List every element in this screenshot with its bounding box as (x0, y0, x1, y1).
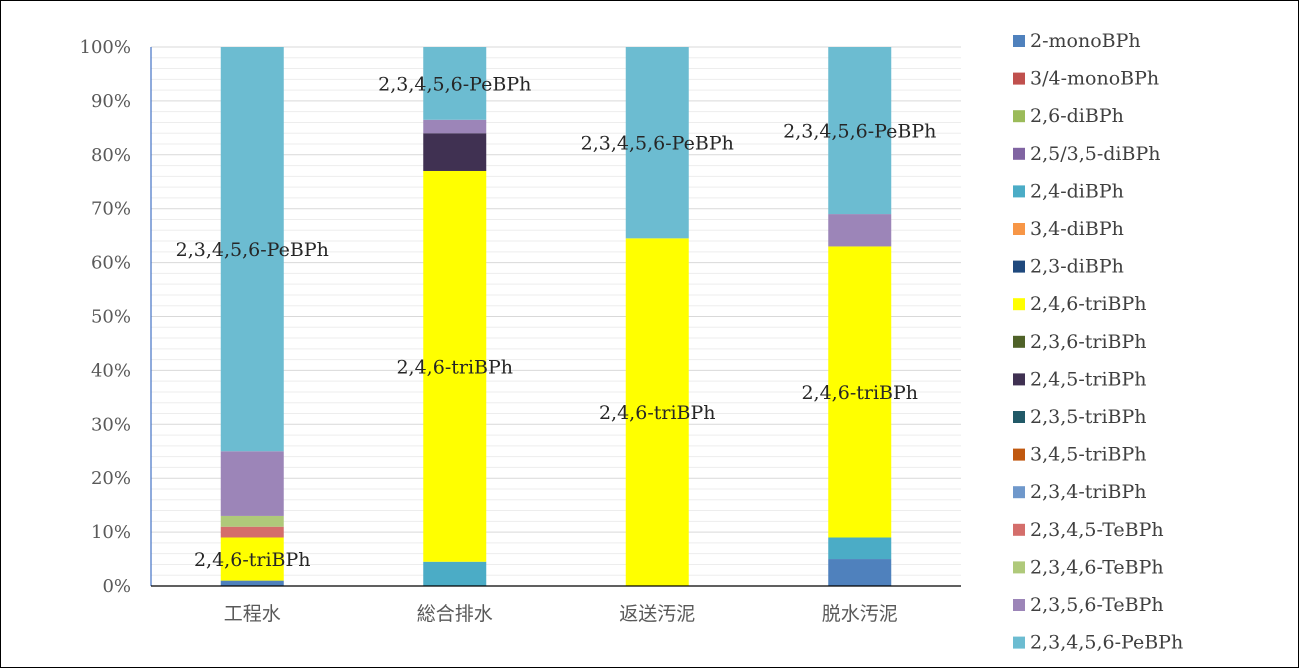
legend-label: 2,5/3,5-diBPh (1030, 143, 1160, 165)
y-tick-label: 60% (91, 253, 131, 274)
y-tick-label: 50% (91, 307, 131, 328)
y-tick-label: 100% (80, 37, 131, 58)
x-category-label: 工程水 (224, 603, 281, 625)
data-label: 2,3,4,5,6-PeBPh (783, 121, 936, 143)
legend-swatch (1013, 486, 1025, 499)
legend-swatch (1013, 561, 1025, 574)
legend-label: 2,3,6-triBPh (1030, 331, 1147, 353)
legend-swatch (1013, 411, 1025, 423)
data-label: 2,4,6-triBPh (194, 549, 311, 571)
x-category-label: 脱水汚泥 (822, 603, 898, 625)
legend-label: 2,6-diBPh (1030, 105, 1124, 127)
legend-swatch (1013, 298, 1025, 311)
y-tick-label: 0% (102, 576, 131, 597)
legend-swatch (1013, 35, 1025, 47)
data-label: 2,3,4,5,6-PeBPh (176, 239, 329, 261)
bar-segment (828, 246, 892, 538)
legend-swatch (1013, 72, 1025, 85)
bar-segment (220, 47, 284, 452)
bar-segment (220, 451, 284, 516)
legend-label: 2,4-diBPh (1030, 180, 1124, 202)
legend-label: 2-monoBPh (1030, 30, 1141, 52)
legend-label: 2,3,5,6-TeBPh (1030, 594, 1164, 616)
y-tick-label: 70% (91, 199, 131, 220)
legend-swatch (1013, 448, 1025, 461)
bar-segment (828, 214, 892, 247)
legend-swatch (1013, 523, 1025, 536)
y-tick-label: 40% (91, 360, 131, 381)
legend-label: 2,4,5-triBPh (1030, 368, 1147, 390)
bar-segment (220, 537, 284, 581)
legend-swatch (1013, 110, 1025, 123)
bar-segment (220, 515, 284, 527)
legend-label: 2,3-diBPh (1030, 256, 1124, 278)
bar-segment (423, 119, 487, 134)
bar-segment (423, 561, 487, 586)
legend-swatch (1013, 636, 1025, 649)
legend-label: 2,3,4,5,6-PeBPh (1030, 632, 1183, 654)
y-tick-label: 10% (91, 522, 131, 543)
data-label: 2,4,6-triBPh (599, 402, 716, 424)
x-category-label: 総合排水 (417, 603, 493, 625)
bar-segment (625, 47, 689, 239)
legend-label: 2,3,4-triBPh (1030, 481, 1147, 503)
bar-segment (220, 580, 284, 586)
bar-segment (423, 170, 487, 562)
y-tick-label: 90% (91, 91, 131, 112)
legend-swatch (1013, 599, 1025, 611)
legend-label: 2,3,5-triBPh (1030, 406, 1147, 428)
legend-label: 3/4-monoBPh (1030, 68, 1159, 90)
y-tick-label: 30% (91, 414, 131, 435)
data-label: 2,3,4,5,6-PeBPh (378, 73, 531, 95)
bar-segment (423, 47, 487, 120)
bar-segment (220, 526, 284, 538)
legend-label: 2,3,4,5-TeBPh (1030, 519, 1164, 541)
data-label: 2,4,6-triBPh (396, 356, 513, 378)
legend-swatch (1013, 373, 1025, 386)
data-label: 2,4,6-triBPh (801, 382, 918, 404)
y-tick-label: 80% (91, 145, 131, 166)
legend-label: 3,4,5-triBPh (1030, 444, 1147, 466)
bar-segment (828, 537, 892, 560)
x-category-label: 返送汚泥 (619, 603, 695, 625)
legend-swatch (1013, 185, 1025, 198)
bar-segment (828, 47, 892, 215)
data-label: 2,3,4,5,6-PeBPh (581, 133, 734, 155)
legend-label: 3,4-diBPh (1030, 218, 1124, 240)
legend-swatch (1013, 223, 1025, 235)
bar-segment (625, 238, 689, 586)
bar-segment (423, 133, 487, 171)
legend-label: 2,3,4,6-TeBPh (1030, 556, 1164, 578)
legend-swatch (1013, 260, 1025, 273)
legend-swatch (1013, 147, 1025, 160)
legend-label: 2,4,6-triBPh (1030, 293, 1147, 315)
legend-swatch (1013, 335, 1025, 348)
bar-segment (828, 559, 892, 586)
y-tick-label: 20% (91, 468, 131, 489)
